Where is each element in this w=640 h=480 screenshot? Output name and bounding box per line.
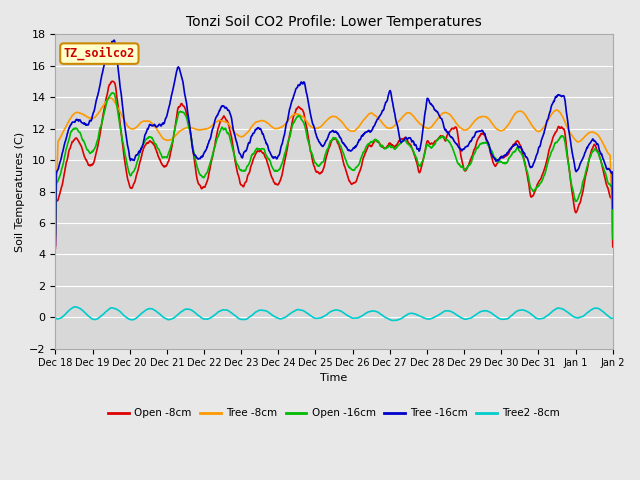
Tree -16cm xyxy=(300,79,308,85)
Line: Tree -8cm: Tree -8cm xyxy=(56,98,612,231)
Tree2 -8cm xyxy=(52,315,60,321)
Line: Open -8cm: Open -8cm xyxy=(56,81,612,248)
Tree -16cm xyxy=(609,205,616,211)
Open -16cm xyxy=(300,120,308,126)
Tree -16cm xyxy=(118,95,125,100)
Tree -8cm xyxy=(369,111,377,117)
Tree -8cm xyxy=(289,113,296,119)
Tree -8cm xyxy=(52,222,60,228)
Tree2 -8cm xyxy=(310,315,317,321)
Tree -8cm xyxy=(95,110,102,116)
Open -8cm xyxy=(108,78,116,84)
Y-axis label: Soil Temperatures (C): Soil Temperatures (C) xyxy=(15,132,25,252)
Open -8cm xyxy=(369,141,377,147)
Tree -8cm xyxy=(300,115,308,120)
X-axis label: Time: Time xyxy=(321,372,348,383)
Open -16cm xyxy=(289,123,296,129)
Open -8cm xyxy=(310,163,317,168)
Tree2 -8cm xyxy=(118,310,125,316)
Title: Tonzi Soil CO2 Profile: Lower Temperatures: Tonzi Soil CO2 Profile: Lower Temperatur… xyxy=(186,15,482,29)
Tree2 -8cm xyxy=(95,315,103,321)
Tree2 -8cm xyxy=(369,308,377,314)
Tree -8cm xyxy=(118,112,125,118)
Tree -16cm xyxy=(310,123,317,129)
Line: Tree2 -8cm: Tree2 -8cm xyxy=(56,307,612,321)
Line: Open -16cm: Open -16cm xyxy=(56,93,612,239)
Tree2 -8cm xyxy=(390,318,398,324)
Open -8cm xyxy=(95,140,102,145)
Tree2 -8cm xyxy=(289,310,296,315)
Open -16cm xyxy=(369,139,377,144)
Open -16cm xyxy=(609,236,616,242)
Open -16cm xyxy=(95,132,102,138)
Tree -16cm xyxy=(52,243,60,249)
Open -8cm xyxy=(609,244,616,250)
Tree -8cm xyxy=(609,228,616,234)
Open -16cm xyxy=(310,157,317,163)
Tree2 -8cm xyxy=(609,315,616,321)
Tree -16cm xyxy=(369,125,377,131)
Open -16cm xyxy=(118,132,125,138)
Tree2 -8cm xyxy=(300,308,308,314)
Open -8cm xyxy=(52,245,60,251)
Text: TZ_soilco2: TZ_soilco2 xyxy=(64,47,135,60)
Tree -16cm xyxy=(95,89,102,95)
Tree -8cm xyxy=(106,95,114,101)
Open -8cm xyxy=(289,119,296,125)
Tree -16cm xyxy=(110,37,118,43)
Tree -8cm xyxy=(310,125,317,131)
Tree2 -8cm xyxy=(71,304,79,310)
Open -8cm xyxy=(118,133,125,139)
Open -16cm xyxy=(52,233,60,239)
Tree -16cm xyxy=(289,97,296,103)
Open -16cm xyxy=(109,90,116,96)
Legend: Open -8cm, Tree -8cm, Open -16cm, Tree -16cm, Tree2 -8cm: Open -8cm, Tree -8cm, Open -16cm, Tree -… xyxy=(104,404,564,422)
Line: Tree -16cm: Tree -16cm xyxy=(56,40,612,246)
Open -8cm xyxy=(300,110,308,116)
